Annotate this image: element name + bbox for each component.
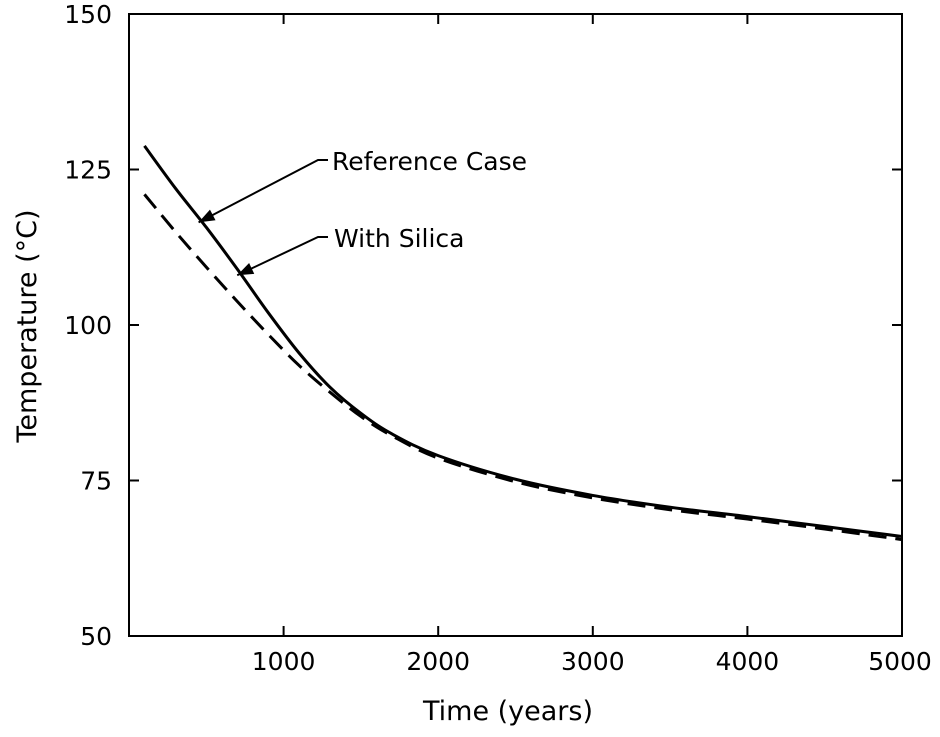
series-group <box>143 144 903 542</box>
x-tick-label: 2000 <box>406 647 470 676</box>
x-tick-label: 4000 <box>716 647 780 676</box>
annotation-label: With Silica <box>334 224 464 253</box>
x-tick-label: 1000 <box>252 647 316 676</box>
plot-frame <box>128 13 903 637</box>
y-tick-label: 100 <box>64 311 112 340</box>
arrowhead-icon <box>237 262 255 276</box>
y-tick-label: 50 <box>80 622 112 651</box>
y-tick-label: 125 <box>64 156 112 185</box>
x-axis-title: Time (years) <box>422 696 593 727</box>
annotation-leader <box>198 159 328 224</box>
y-tick-label: 150 <box>64 0 112 29</box>
ticks: 1000 2000 3000 4000 5000 50 75 100 125 150 <box>64 0 932 676</box>
annotations-group: Reference Case With Silica <box>198 147 527 277</box>
y-tick-label: 75 <box>80 467 112 496</box>
arrowhead-icon <box>198 209 216 223</box>
annotation-leader <box>236 236 328 277</box>
x-tick-label: 3000 <box>561 647 625 676</box>
series-line-reference-case <box>143 144 903 538</box>
x-tick-label: 5000 <box>868 647 932 676</box>
y-axis-title: Temperature (°C) <box>12 209 43 443</box>
series-line-with-silica <box>143 193 903 542</box>
annotation-label: Reference Case <box>332 147 527 176</box>
